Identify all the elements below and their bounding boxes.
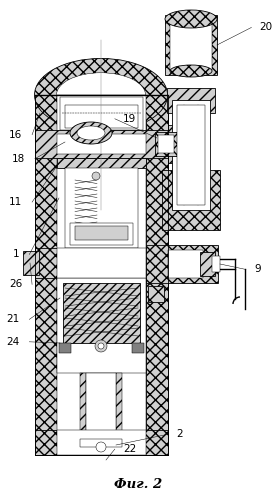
Text: 9: 9 [254, 264, 261, 274]
Bar [35, 130, 203, 158]
Bar [75, 226, 128, 240]
Bar [177, 105, 205, 205]
Text: 24: 24 [6, 337, 19, 347]
Bar [80, 373, 86, 450]
Bar [212, 256, 220, 272]
Bar [35, 430, 168, 455]
Text: 20: 20 [259, 22, 273, 32]
Bar [168, 125, 177, 163]
Text: 1: 1 [13, 250, 19, 259]
Bar [60, 97, 143, 130]
Bar [148, 286, 164, 302]
Bar [35, 95, 57, 455]
Bar [57, 158, 146, 168]
Bar [57, 248, 146, 278]
Text: 21: 21 [6, 314, 19, 324]
Bar [70, 223, 133, 245]
Bar [80, 439, 122, 447]
Text: 22: 22 [123, 444, 136, 454]
Bar [146, 95, 168, 455]
Ellipse shape [57, 73, 145, 117]
Circle shape [98, 343, 104, 349]
Bar [162, 170, 220, 230]
Bar [63, 283, 140, 343]
Bar [170, 20, 212, 70]
Ellipse shape [77, 126, 105, 140]
Bar [57, 134, 146, 154]
Circle shape [92, 172, 100, 180]
Text: Фиг. 2: Фиг. 2 [114, 479, 162, 492]
Text: 16: 16 [9, 130, 22, 140]
Bar [23, 251, 39, 275]
Bar [168, 250, 203, 278]
Bar [165, 15, 217, 75]
Bar [167, 88, 215, 113]
Text: 18: 18 [12, 154, 25, 164]
Bar [76, 437, 126, 449]
Bar [155, 132, 177, 156]
Ellipse shape [34, 58, 168, 132]
Text: 11: 11 [9, 197, 22, 207]
Circle shape [96, 442, 106, 452]
Bar [65, 105, 138, 128]
Bar [146, 245, 218, 283]
Bar [132, 343, 144, 353]
Bar [86, 373, 116, 455]
Bar [158, 135, 174, 153]
Text: 19: 19 [123, 114, 136, 124]
Bar [57, 430, 146, 455]
Bar [116, 373, 122, 450]
Text: 26: 26 [9, 279, 22, 289]
Bar [57, 278, 146, 373]
Ellipse shape [165, 10, 217, 28]
Bar [200, 252, 215, 276]
Bar [35, 248, 168, 278]
Ellipse shape [70, 122, 112, 144]
Bar [172, 100, 210, 210]
Circle shape [95, 340, 107, 352]
Bar [57, 95, 146, 455]
Bar [65, 168, 138, 248]
Bar [59, 343, 71, 353]
Ellipse shape [170, 65, 212, 77]
Text: 2: 2 [177, 429, 183, 439]
